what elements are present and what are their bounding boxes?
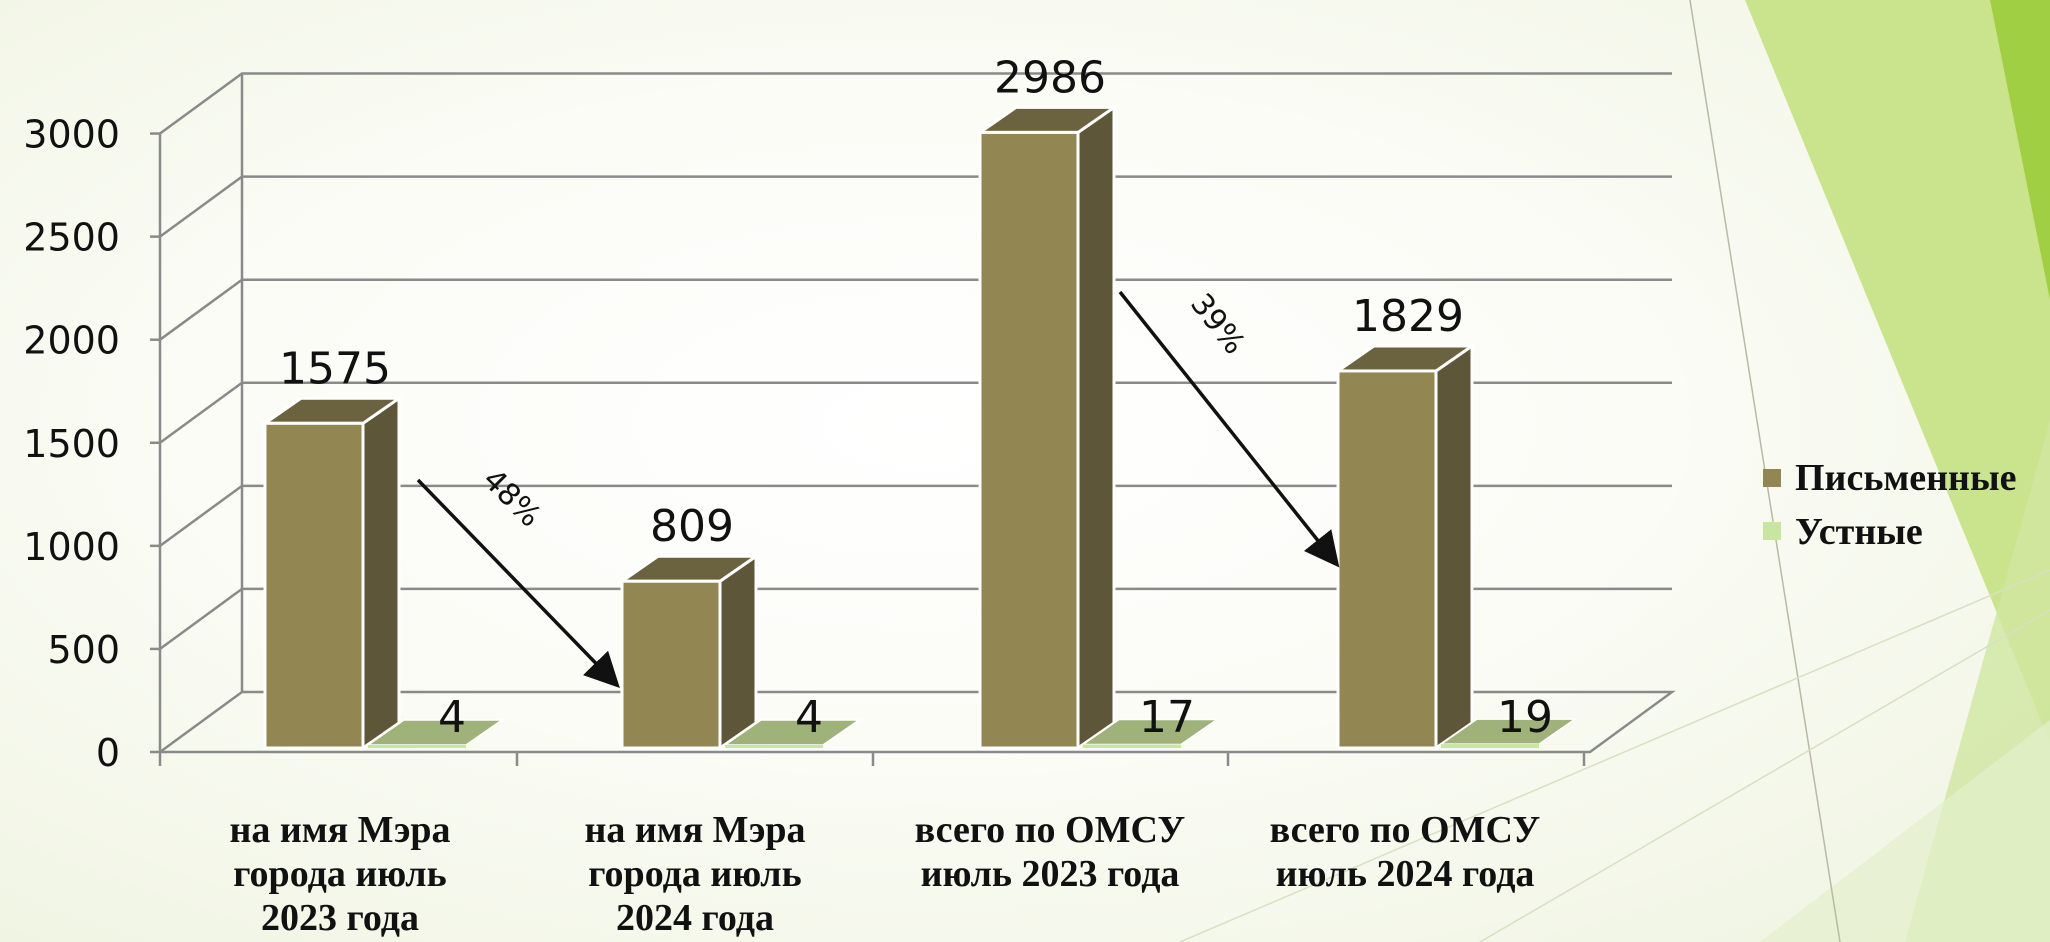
legend: Письменные Устные	[1763, 457, 2017, 553]
bar-oral	[722, 719, 862, 748]
bar-written-front	[978, 130, 1080, 750]
data-label-written: 809	[650, 501, 734, 552]
category-label: города июль	[588, 853, 801, 895]
bg-triangle	[1745, 0, 2050, 742]
bar-written-front	[263, 421, 365, 750]
bars	[260, 104, 1578, 751]
floor-outline	[159, 690, 1676, 754]
category-label: июль 2023 года	[921, 853, 1180, 895]
y-tick-label: 500	[47, 628, 120, 672]
percent-label: 48%	[476, 462, 548, 534]
category-label: июль 2024 года	[1276, 853, 1535, 895]
legend-label-written: Письменные	[1795, 457, 2017, 499]
bar-oral-front	[1441, 744, 1539, 748]
trend-arrow	[416, 478, 620, 689]
legend-swatch-oral	[1763, 522, 1781, 540]
bar-written-side	[361, 395, 401, 751]
data-label-oral: 19	[1497, 692, 1553, 743]
data-label-written: 1575	[279, 343, 391, 394]
gridlines	[159, 72, 1676, 754]
bar-written-side	[1434, 343, 1474, 751]
data-label-written: 1829	[1352, 291, 1464, 342]
bar-written-side	[718, 553, 758, 751]
legend-label-oral: Устные	[1795, 511, 1923, 553]
gridline	[159, 175, 1672, 238]
percent-label: 39%	[1183, 287, 1252, 361]
category-label: всего по ОМСУ	[915, 809, 1186, 851]
y-axis: 0 500 1000 1500 2000 2500 3000	[23, 113, 1586, 775]
y-tick-label: 0	[96, 731, 120, 775]
y-tick-label: 2500	[23, 216, 120, 260]
trend-arrow	[1118, 290, 1340, 568]
bar-written	[260, 395, 404, 751]
y-tick-label: 2000	[23, 319, 120, 363]
bg-line	[1479, 609, 2050, 942]
legend-swatch-written	[1763, 469, 1781, 487]
data-label-written: 2986	[994, 52, 1106, 103]
bar-written	[975, 104, 1119, 751]
background-decoration	[1179, 0, 2050, 942]
data-labels: 1575 4 809 4 2986 17 1829 19	[279, 52, 1553, 743]
category-label: 2024 года	[616, 897, 774, 939]
y-tick-label: 3000	[23, 113, 120, 157]
bar-written	[1333, 343, 1477, 751]
category-label: на имя Мэра	[229, 809, 450, 851]
y-tick-label: 1000	[23, 525, 120, 569]
category-label: города июль	[233, 853, 446, 895]
bar-oral	[1438, 718, 1578, 748]
y-tick-label: 1500	[23, 422, 120, 466]
gridline	[159, 72, 1672, 135]
bg-triangle	[1990, 0, 2050, 300]
bar-oral-front	[368, 745, 466, 748]
category-label: всего по ОМСУ	[1270, 809, 1541, 851]
category-label: на имя Мэра	[584, 809, 805, 851]
data-label-oral: 4	[795, 692, 823, 743]
bar-written-side	[1076, 104, 1116, 751]
bar-written-front	[1336, 369, 1438, 750]
bar-written-front	[620, 579, 722, 750]
category-label: 2023 года	[261, 897, 419, 939]
bg-triangle	[1760, 720, 2050, 942]
bg-line	[1179, 569, 2050, 942]
data-label-oral: 17	[1139, 692, 1195, 743]
bar-written	[617, 553, 761, 751]
bar-oral-front	[725, 745, 823, 748]
bar-oral-front	[1083, 744, 1181, 748]
bar-oral	[365, 719, 505, 748]
bar-oral	[1080, 718, 1220, 748]
data-label-oral: 4	[438, 692, 466, 743]
